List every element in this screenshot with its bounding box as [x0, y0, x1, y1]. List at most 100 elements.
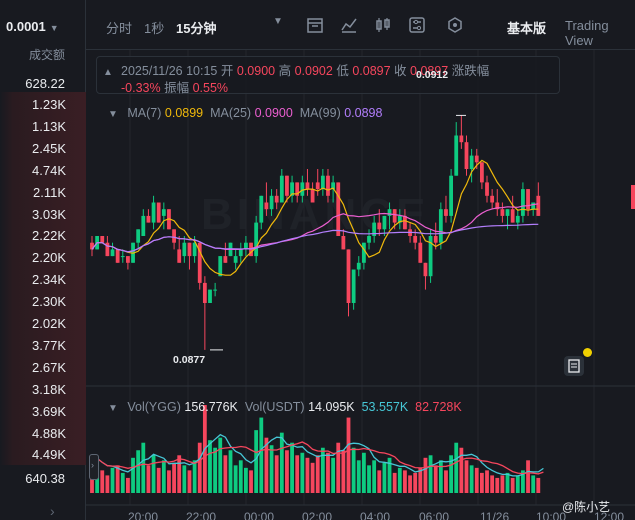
scroll-left-handle[interactable]: ›: [89, 454, 99, 480]
volume-bar: [367, 465, 371, 493]
candle-body: [474, 155, 479, 163]
candle-body: [279, 175, 284, 203]
volume-bar: [320, 447, 325, 493]
indicator-icon[interactable]: [340, 16, 358, 34]
volume-bar: [505, 472, 510, 493]
candle-body: [377, 222, 382, 230]
time-tick: 00:00: [244, 510, 275, 520]
calendar-icon[interactable]: [306, 16, 324, 34]
volume-bar: [187, 470, 192, 493]
candle-body: [464, 142, 469, 169]
chevron-right-icon[interactable]: ›: [50, 503, 55, 519]
volume-bar: [151, 455, 156, 493]
orderbook-row[interactable]: 3.03K: [32, 206, 66, 222]
low-price-marker: 0.0877: [173, 354, 206, 366]
orderbook-row[interactable]: 4.74K: [32, 162, 66, 178]
interval-dropdown-icon[interactable]: ▼: [273, 16, 283, 27]
volume-bar: [444, 470, 448, 493]
vol-ma-value-2: 82.728K: [415, 400, 462, 414]
candle-body: [305, 182, 310, 190]
precision-select[interactable]: 0.0001 ▼: [6, 19, 59, 34]
orderbook-row[interactable]: 3.77K: [32, 337, 66, 353]
volume-bar: [285, 450, 289, 493]
orderbook-row[interactable]: 2.02K: [32, 316, 66, 331]
ohlc-low: 0.0897: [352, 64, 391, 78]
volume-bar: [110, 467, 115, 493]
volume-bar: [244, 467, 248, 493]
volume-bar: [300, 452, 305, 493]
candle-body: [285, 175, 289, 196]
tab-1s[interactable]: 1秒: [144, 21, 165, 36]
chart-canvas[interactable]: [86, 50, 635, 520]
candle-body: [346, 249, 351, 303]
candle-body: [238, 249, 243, 257]
note-icon[interactable]: [564, 356, 584, 376]
volume-bar: [495, 477, 500, 493]
candle-body: [208, 289, 212, 303]
volume-bar: [223, 455, 228, 493]
ohlc-close: 0.0897: [410, 64, 449, 78]
orderbook-row[interactable]: 4.88K: [32, 425, 66, 441]
orderbook-bottom-total: 640.38: [25, 471, 65, 486]
candle-body: [423, 262, 428, 277]
orderbook-row[interactable]: 2.30K: [32, 294, 66, 310]
author-watermark: @陈小艺: [562, 500, 611, 514]
volume-bar: [521, 470, 525, 493]
candle-body: [500, 209, 505, 216]
time-tick: 22:00: [186, 510, 217, 520]
volume-bar: [141, 442, 146, 493]
candle-body: [274, 195, 279, 203]
orderbook-row[interactable]: 2.22K: [32, 228, 66, 244]
tab-tradingview[interactable]: Trading View: [565, 18, 609, 48]
candle-body: [459, 135, 464, 143]
volume-bar: [413, 472, 418, 493]
orderbook-row[interactable]: 1.23K: [32, 97, 66, 112]
chevron-up-icon[interactable]: ▲: [103, 67, 113, 78]
orderbook-row[interactable]: 2.20K: [32, 250, 66, 266]
candle-body: [361, 242, 366, 263]
ohlc-high: 0.0902: [294, 64, 333, 78]
tab-basic[interactable]: 基本版: [507, 21, 547, 36]
volume-bar: [192, 460, 197, 493]
volume-bar: [156, 467, 161, 493]
volume-legend: ▼ Vol(YGG) 156.776K Vol(USDT) 14.095K 53…: [108, 400, 462, 414]
ma25-value: 0.0900: [254, 106, 293, 120]
tab-time[interactable]: 分时: [106, 21, 133, 36]
orderbook-row[interactable]: 2.11K: [32, 184, 66, 200]
candle-body: [202, 282, 207, 303]
volume-bar: [264, 437, 269, 493]
volume-bar: [305, 457, 310, 493]
candle-body: [156, 202, 161, 223]
kline-chart[interactable]: BINANCE ▲ 2025/11/26 10:15 开 0.0900 高 0.…: [86, 50, 635, 520]
orderbook-row[interactable]: 3.18K: [32, 381, 66, 397]
orderbook-row[interactable]: 2.34K: [32, 272, 66, 288]
candle-body: [233, 256, 238, 263]
orderbook-row[interactable]: 3.69K: [32, 403, 66, 419]
volume-bar: [392, 472, 397, 493]
chevron-down-icon[interactable]: ▼: [108, 403, 118, 414]
chevron-down-icon[interactable]: ▼: [108, 109, 118, 120]
volume-bar: [459, 447, 464, 493]
volume-bar: [197, 442, 202, 493]
orderbook-row[interactable]: 2.67K: [32, 359, 66, 375]
candle-body: [356, 262, 361, 270]
hexagon-icon[interactable]: [446, 16, 464, 34]
orderbook-row[interactable]: 1.13K: [32, 118, 66, 134]
ma7-value: 0.0899: [164, 106, 204, 120]
candle-body: [320, 175, 325, 190]
candle-body: [264, 202, 269, 210]
tab-15m[interactable]: 15分钟: [176, 21, 217, 36]
volume-bar: [449, 455, 453, 493]
volume-bar: [146, 465, 151, 493]
volume-bar: [208, 440, 212, 493]
volume-bar: [161, 460, 166, 493]
candle-type-icon[interactable]: [374, 16, 392, 34]
orderbook-row[interactable]: 2.45K: [32, 140, 66, 156]
orderbook-row[interactable]: 4.49K: [32, 447, 66, 463]
volume-bar: [479, 472, 484, 493]
volume-bar: [259, 417, 264, 493]
candle-body: [146, 215, 151, 223]
settings-icon[interactable]: [408, 16, 426, 34]
chart-toolbar: 分时 1秒 15分钟 ▼ 基本版 Trading View: [86, 0, 635, 50]
volume-bar: [351, 447, 356, 493]
